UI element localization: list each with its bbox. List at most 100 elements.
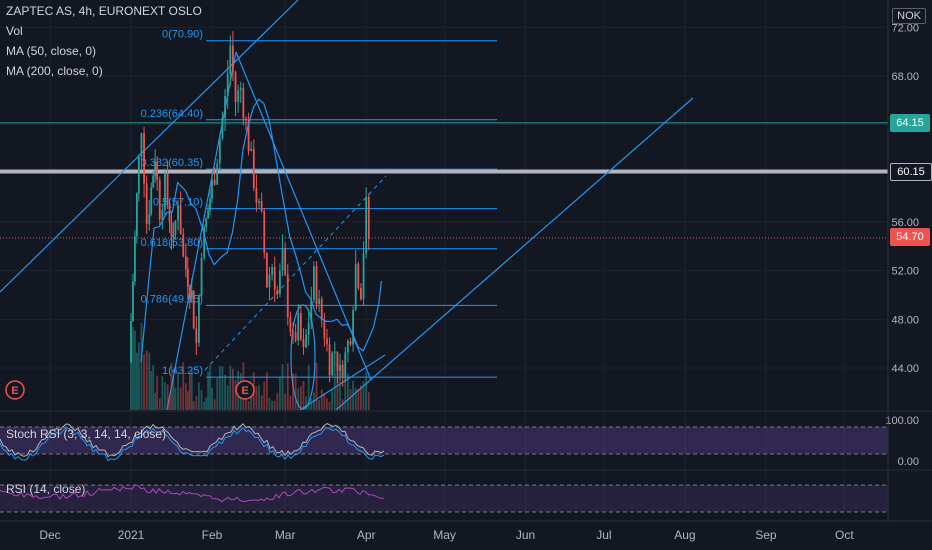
- volume-bar: [132, 326, 134, 410]
- candle-body: [328, 344, 331, 376]
- candle-body: [362, 253, 365, 300]
- candle-body: [271, 267, 273, 275]
- volume-bar: [182, 362, 185, 410]
- candle-body: [170, 222, 173, 238]
- volume-bar: [168, 396, 171, 410]
- legend-volume[interactable]: Vol: [6, 24, 23, 38]
- volume-bar: [326, 398, 328, 410]
- candle-body: [320, 298, 323, 321]
- volume-bar: [154, 392, 157, 410]
- volume-bar: [263, 381, 266, 410]
- volume-bar: [177, 372, 179, 410]
- candle-body: [273, 267, 276, 290]
- candle-body: [292, 331, 294, 333]
- volume-bar: [294, 373, 297, 410]
- candle-body: [234, 71, 237, 102]
- volume-bar: [190, 368, 193, 410]
- chart-grid: [0, 0, 888, 515]
- volume-bar: [328, 401, 331, 410]
- volume-bar: [224, 374, 226, 410]
- volume-bar: [346, 373, 349, 410]
- candle-body: [323, 320, 326, 339]
- volume-bar: [134, 330, 136, 410]
- volume-bar: [367, 391, 370, 410]
- legend-ma-50[interactable]: MA (50, close, 0): [6, 44, 97, 58]
- x-tick-label: Dec: [39, 528, 60, 542]
- candle-body: [229, 45, 232, 75]
- volume-bar: [292, 373, 294, 410]
- stoch-rsi-label[interactable]: Stoch RSI (3, 3, 14, 14, close): [6, 427, 167, 441]
- candle-body: [135, 193, 138, 237]
- candle-body: [268, 274, 271, 288]
- volume-bar: [156, 375, 159, 410]
- volume-bar: [247, 401, 250, 410]
- volume-bar: [299, 386, 302, 410]
- rsi-label[interactable]: RSI (14, close): [6, 482, 86, 496]
- channel-upper-line: [0, 0, 299, 293]
- volume-bar: [365, 372, 368, 410]
- volume-bar: [209, 364, 211, 410]
- volume-bar: [226, 385, 229, 410]
- candle-body: [232, 45, 234, 72]
- volume-bar: [349, 388, 352, 410]
- candle-body: [132, 281, 134, 322]
- candle-body: [205, 218, 208, 227]
- moving-average-lines: [140, 98, 382, 362]
- volume-bar: [158, 398, 161, 410]
- x-tick-label: 2021: [118, 528, 145, 542]
- candle-body: [182, 234, 185, 257]
- volume-bar: [234, 379, 237, 410]
- candle-body: [339, 364, 341, 371]
- price-tag-level-2: 60.15: [890, 163, 932, 181]
- candle-body: [184, 256, 187, 269]
- volume-bar: [307, 365, 310, 410]
- volume-bar: [318, 399, 321, 410]
- ma-50-line: [140, 98, 382, 362]
- candlestick-series: [130, 31, 370, 387]
- candle-body: [245, 118, 247, 121]
- candle-body: [221, 117, 224, 139]
- stoch-k-line: [0, 423, 385, 458]
- x-tick-label: Oct: [835, 528, 854, 542]
- candle-body: [137, 156, 140, 194]
- candle-body: [152, 175, 155, 188]
- candle-body: [226, 74, 229, 96]
- candle-body: [346, 341, 349, 353]
- fibonacci-retracement: 0(70.90)0.236(64.40)0.382(60.35)0.5(57.1…: [141, 29, 497, 378]
- candle-body: [360, 287, 362, 300]
- legend-ma-200[interactable]: MA (200, close, 0): [6, 64, 103, 78]
- volume-bar: [143, 354, 145, 410]
- candle-body: [315, 266, 318, 304]
- level-line-60: [0, 169, 888, 174]
- volume-bar: [344, 364, 347, 410]
- candle-body: [354, 263, 357, 310]
- candle-body: [352, 309, 354, 345]
- candle-body: [177, 205, 179, 221]
- volume-bar: [150, 371, 153, 410]
- volume-bar: [207, 371, 209, 410]
- candle-body: [247, 120, 250, 151]
- candle-body: [140, 133, 143, 157]
- volume-bar: [216, 377, 219, 410]
- volume-bar: [245, 395, 247, 410]
- candle-body: [154, 162, 157, 176]
- currency-badge[interactable]: NOK: [892, 8, 926, 24]
- volume-bar: [305, 396, 307, 410]
- candle-body: [255, 187, 258, 203]
- candle-body: [239, 88, 242, 91]
- candle-body: [302, 339, 305, 348]
- volume-bar: [166, 384, 169, 410]
- volume-bar: [336, 362, 339, 410]
- volume-bar: [140, 323, 143, 410]
- candle-body: [305, 334, 307, 348]
- candle-body: [134, 236, 136, 282]
- volume-bar: [148, 352, 151, 410]
- candle-body: [318, 298, 321, 304]
- volume-bar: [265, 372, 268, 410]
- candle-body: [365, 196, 368, 254]
- rsi-band: [0, 485, 888, 512]
- candle-body: [242, 88, 245, 119]
- volume-bar: [310, 398, 313, 410]
